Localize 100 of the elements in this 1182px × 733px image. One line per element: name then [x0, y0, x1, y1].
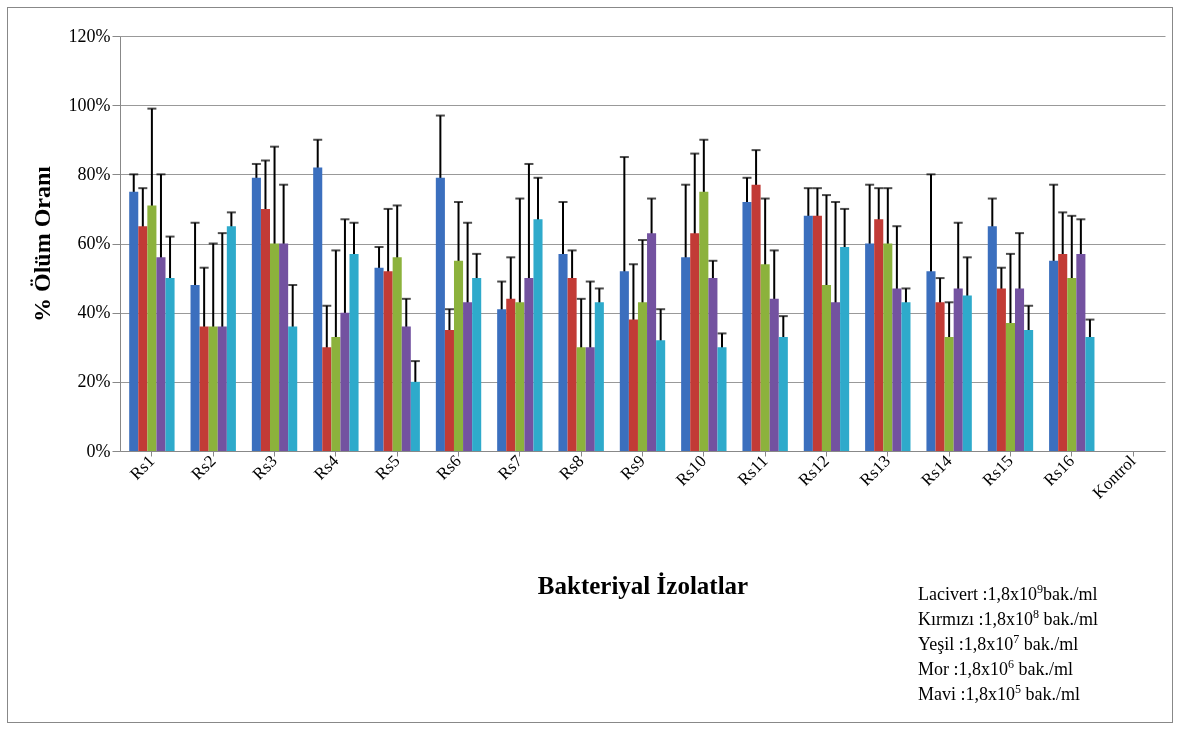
- bar: [656, 340, 666, 451]
- x-tick-label: Rs2: [187, 451, 220, 484]
- x-tick-label: Rs4: [310, 451, 343, 484]
- bar: [760, 264, 770, 451]
- x-tick-label: Rs9: [616, 451, 649, 484]
- bar: [1058, 253, 1068, 451]
- bar: [1067, 278, 1077, 451]
- y-axis-title: % Ölüm Oranı: [28, 165, 55, 323]
- bar: [524, 278, 534, 451]
- bar: [270, 243, 280, 451]
- y-tick-label: 80%: [77, 163, 111, 184]
- bar: [1024, 329, 1034, 451]
- bar: [156, 257, 166, 451]
- x-tick-label: Rs3: [248, 451, 281, 484]
- x-tick-label: Rs5: [371, 451, 404, 484]
- bar: [962, 295, 972, 451]
- bar: [190, 285, 200, 451]
- bar: [226, 226, 236, 451]
- text: Mavi :1,8x10$^{5}$ bak./ml: [918, 682, 1081, 706]
- bar: [874, 219, 884, 451]
- bar: [279, 243, 289, 451]
- bar: [217, 326, 227, 451]
- bar: [138, 226, 148, 451]
- bar: [558, 253, 568, 451]
- bar: [208, 326, 218, 451]
- bar: [769, 298, 779, 451]
- bar: [1076, 253, 1086, 451]
- bar: [199, 326, 209, 451]
- bar: [410, 381, 420, 451]
- bar: [533, 219, 543, 451]
- text: Lacivert :1,8x10$^{9}$bak./ml: [918, 582, 1098, 606]
- x-tick-label: Rs1: [126, 451, 159, 484]
- bar: [681, 257, 691, 451]
- bar: [515, 302, 525, 451]
- bar: [472, 278, 482, 451]
- bar: [751, 184, 761, 451]
- bar: [619, 271, 629, 451]
- bar: [926, 271, 936, 451]
- bar: [576, 347, 586, 451]
- x-tick-label: Rs7: [494, 451, 527, 484]
- bar: [251, 177, 261, 451]
- bar: [987, 226, 997, 451]
- bar: [628, 319, 638, 451]
- bar: [647, 233, 657, 451]
- bar: [953, 288, 963, 451]
- bar: [883, 243, 893, 451]
- bar: [1015, 288, 1025, 451]
- bar: [435, 177, 445, 451]
- text: Yeşil :1,8x10$^{7}$ bak./ml: [918, 632, 1080, 656]
- bar: [165, 278, 175, 451]
- bar: [288, 326, 298, 451]
- bar: [453, 260, 464, 451]
- bar: [374, 267, 384, 451]
- bar: [585, 347, 595, 451]
- bar: [708, 278, 718, 451]
- bar: [383, 271, 393, 451]
- y-tick-label: 120%: [68, 25, 111, 46]
- x-tick-label: Rs6: [432, 451, 465, 484]
- bar: [778, 336, 788, 451]
- bar: [690, 233, 700, 451]
- bar: [892, 288, 902, 451]
- bar: [331, 336, 341, 451]
- bar: [506, 298, 516, 451]
- bar: [313, 167, 323, 451]
- bar: [594, 302, 604, 451]
- bar: [567, 278, 577, 451]
- bar: [944, 336, 954, 451]
- bar: [996, 288, 1006, 451]
- y-tick-label: 0%: [86, 440, 111, 461]
- bar: [901, 302, 911, 451]
- bar: [803, 215, 813, 451]
- bar: [1085, 336, 1095, 451]
- bar: [742, 202, 752, 451]
- bar: [865, 243, 875, 451]
- bar: [349, 253, 359, 451]
- bar: [392, 257, 402, 451]
- bar: [340, 312, 350, 451]
- bar: [129, 191, 139, 451]
- y-tick-label: 60%: [77, 233, 111, 253]
- y-tick-label: 40%: [77, 302, 111, 323]
- bar: [260, 208, 270, 451]
- bar: [401, 326, 411, 451]
- bar: [699, 191, 709, 451]
- bar: [463, 302, 473, 451]
- bar: [637, 302, 648, 451]
- x-tick-label: Rs8: [555, 451, 588, 484]
- bar: [444, 329, 454, 451]
- bar: [1005, 323, 1015, 451]
- bar: [812, 215, 822, 451]
- bar: [147, 205, 157, 451]
- y-tick-label: 100%: [68, 94, 111, 115]
- bar: [717, 347, 727, 451]
- text: Mor :1,8x10$^{6}$ bak./ml: [918, 657, 1074, 681]
- text: Kırmızı :1,8x10$^{8}$ bak./ml: [918, 607, 1098, 631]
- bar: [831, 302, 841, 451]
- x-axis-title: Bakteriyal İzolatlar: [537, 571, 749, 599]
- bar: [935, 302, 945, 451]
- bar: [821, 285, 832, 451]
- bar: [322, 347, 332, 451]
- bar: [840, 246, 850, 451]
